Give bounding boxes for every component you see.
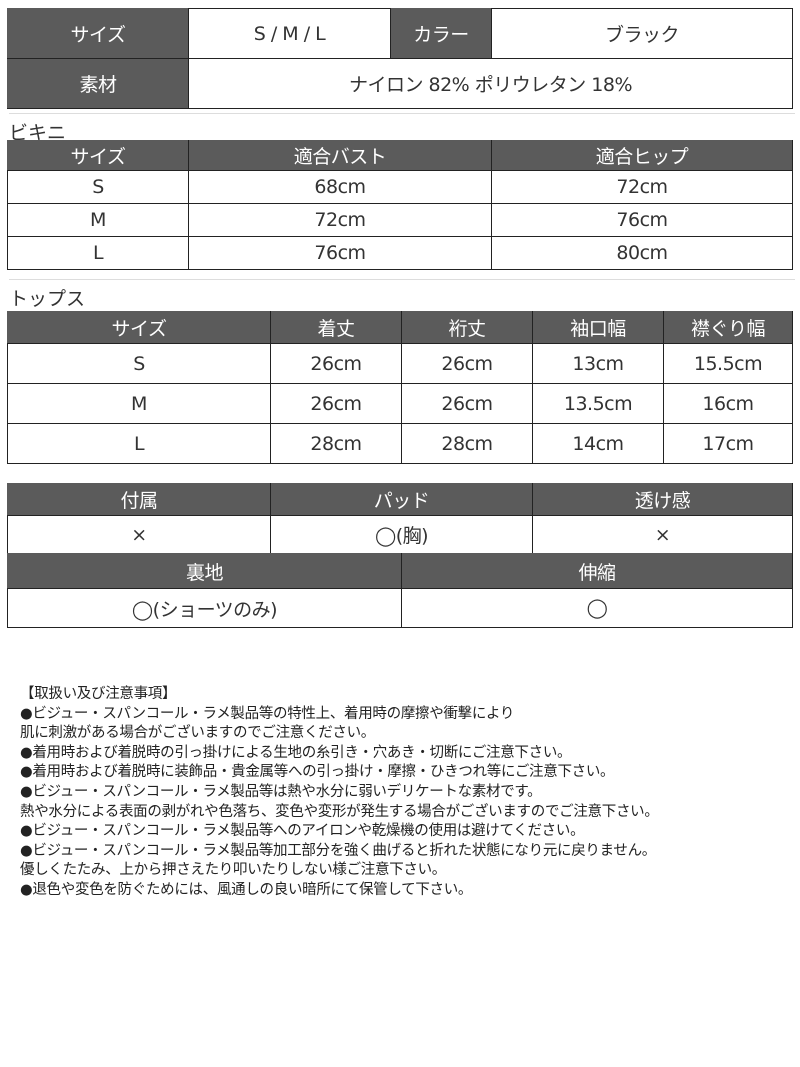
table-cell: 13.5cm xyxy=(532,383,664,424)
table-cell: 80cm xyxy=(491,236,793,270)
size-value: S / M / L xyxy=(188,8,391,59)
table-cell: S xyxy=(7,343,271,384)
note-line: 熱や水分による表面の剥がれや色落ち、変色や変形が発生する場合がございますのでご注… xyxy=(20,803,659,820)
bikini-size-table: サイズ 適合バスト 適合ヒップ S 68cm 72cm M 72cm 76cm L 76cm 80cm xyxy=(7,140,793,270)
column-header: サイズ xyxy=(7,140,189,171)
table-cell: 26cm xyxy=(270,383,402,424)
bikini-title: ビキニ xyxy=(9,113,795,145)
features-table-1: 付属 パッド 透け感 × ◯(胸) × xyxy=(7,483,793,554)
table-cell: M xyxy=(7,383,271,424)
note-line: ●ビジュー・スパンコール・ラメ製品等の特性上、着用時の摩擦や衝撃により xyxy=(20,705,515,722)
material-value: ナイロン 82% ポリウレタン 18% xyxy=(188,58,793,109)
table-cell: 72cm xyxy=(188,203,492,237)
note-line: ●退色や変色を防ぐためには、風通しの良い暗所にて保管して下さい。 xyxy=(20,881,473,898)
care-notes: 【取扱い及び注意事項】 ●ビジュー・スパンコール・ラメ製品等の特性上、着用時の摩擦… xyxy=(20,685,659,901)
table-cell: 28cm xyxy=(270,423,402,464)
column-header: 裄丈 xyxy=(401,311,533,344)
column-header: 着丈 xyxy=(270,311,402,344)
table-cell: 26cm xyxy=(270,343,402,384)
table-cell: 76cm xyxy=(188,236,492,270)
table-row: L 28cm 28cm 14cm 17cm xyxy=(7,423,793,464)
tops-size-table: サイズ 着丈 裄丈 袖口幅 襟ぐり幅 S 26cm 26cm 13cm 15.5cm M 26cm 26… xyxy=(7,311,793,464)
table-cell: S xyxy=(7,170,189,204)
column-header: 適合ヒップ xyxy=(491,140,793,171)
table-row: L 76cm 80cm xyxy=(7,236,793,270)
table-cell: 14cm xyxy=(532,423,664,464)
table-cell: 72cm xyxy=(491,170,793,204)
table-row: S 26cm 26cm 13cm 15.5cm xyxy=(7,343,793,384)
note-line: ●着用時および着脱時に装飾品・貴金属等への引っ掛け・摩擦・ひきつれ等にご注意下さ… xyxy=(20,764,615,781)
feature-header: 付属 xyxy=(7,483,271,516)
feature-header: 伸縮 xyxy=(401,553,793,589)
table-row: M 26cm 26cm 13.5cm 16cm xyxy=(7,383,793,424)
tops-title: トップス xyxy=(9,279,795,311)
table-cell: 26cm xyxy=(401,383,533,424)
table-cell: 13cm xyxy=(532,343,664,384)
table-cell: M xyxy=(7,203,189,237)
note-line: 肌に刺激がある場合がございますのでご注意ください。 xyxy=(20,725,375,742)
size-label: サイズ xyxy=(7,8,189,59)
table-cell: 15.5cm xyxy=(663,343,793,384)
color-value: ブラック xyxy=(491,8,793,59)
feature-header: パッド xyxy=(270,483,533,516)
spec-table: サイズ S / M / L カラー ブラック 素材 ナイロン 82% ポリウレタ… xyxy=(7,8,793,109)
features-table-2: 裏地 伸縮 ◯(ショーツのみ) ◯ xyxy=(7,553,793,628)
feature-header: 透け感 xyxy=(532,483,793,516)
note-line: ●着用時および着脱時の引っ掛けによる生地の糸引き・穴あき・切断にご注意下さい。 xyxy=(20,744,572,761)
feature-header: 裏地 xyxy=(7,553,402,589)
column-header: 襟ぐり幅 xyxy=(663,311,793,344)
table-cell: L xyxy=(7,423,271,464)
feature-value: × xyxy=(532,515,793,554)
table-cell: 16cm xyxy=(663,383,793,424)
note-line: ●ビジュー・スパンコール・ラメ製品等へのアイロンや乾燥機の使用は避けてください。 xyxy=(20,823,585,840)
note-line: ●ビジュー・スパンコール・ラメ製品等加工部分を強く曲げると折れた状態になり元に戻… xyxy=(20,842,656,859)
note-line: ●ビジュー・スパンコール・ラメ製品等は熱や水分に弱いデリケートな素材です。 xyxy=(20,783,542,800)
note-line: 【取扱い及び注意事項】 xyxy=(20,686,177,702)
color-label: カラー xyxy=(390,8,492,59)
feature-value: ◯(胸) xyxy=(270,515,533,554)
table-cell: 28cm xyxy=(401,423,533,464)
feature-value: × xyxy=(7,515,271,554)
table-row: S 68cm 72cm xyxy=(7,170,793,204)
table-cell: 17cm xyxy=(663,423,793,464)
column-header: 袖口幅 xyxy=(532,311,664,344)
column-header: 適合バスト xyxy=(188,140,492,171)
table-cell: 26cm xyxy=(401,343,533,384)
material-label: 素材 xyxy=(7,58,189,109)
note-line: 優しくたたみ、上から押さえたり叩いたりしない様ご注意下さい。 xyxy=(20,862,446,879)
table-cell: L xyxy=(7,236,189,270)
table-row: M 72cm 76cm xyxy=(7,203,793,237)
feature-value: ◯ xyxy=(401,588,793,628)
feature-value: ◯(ショーツのみ) xyxy=(7,588,402,628)
table-cell: 76cm xyxy=(491,203,793,237)
table-cell: 68cm xyxy=(188,170,492,204)
column-header: サイズ xyxy=(7,311,271,344)
